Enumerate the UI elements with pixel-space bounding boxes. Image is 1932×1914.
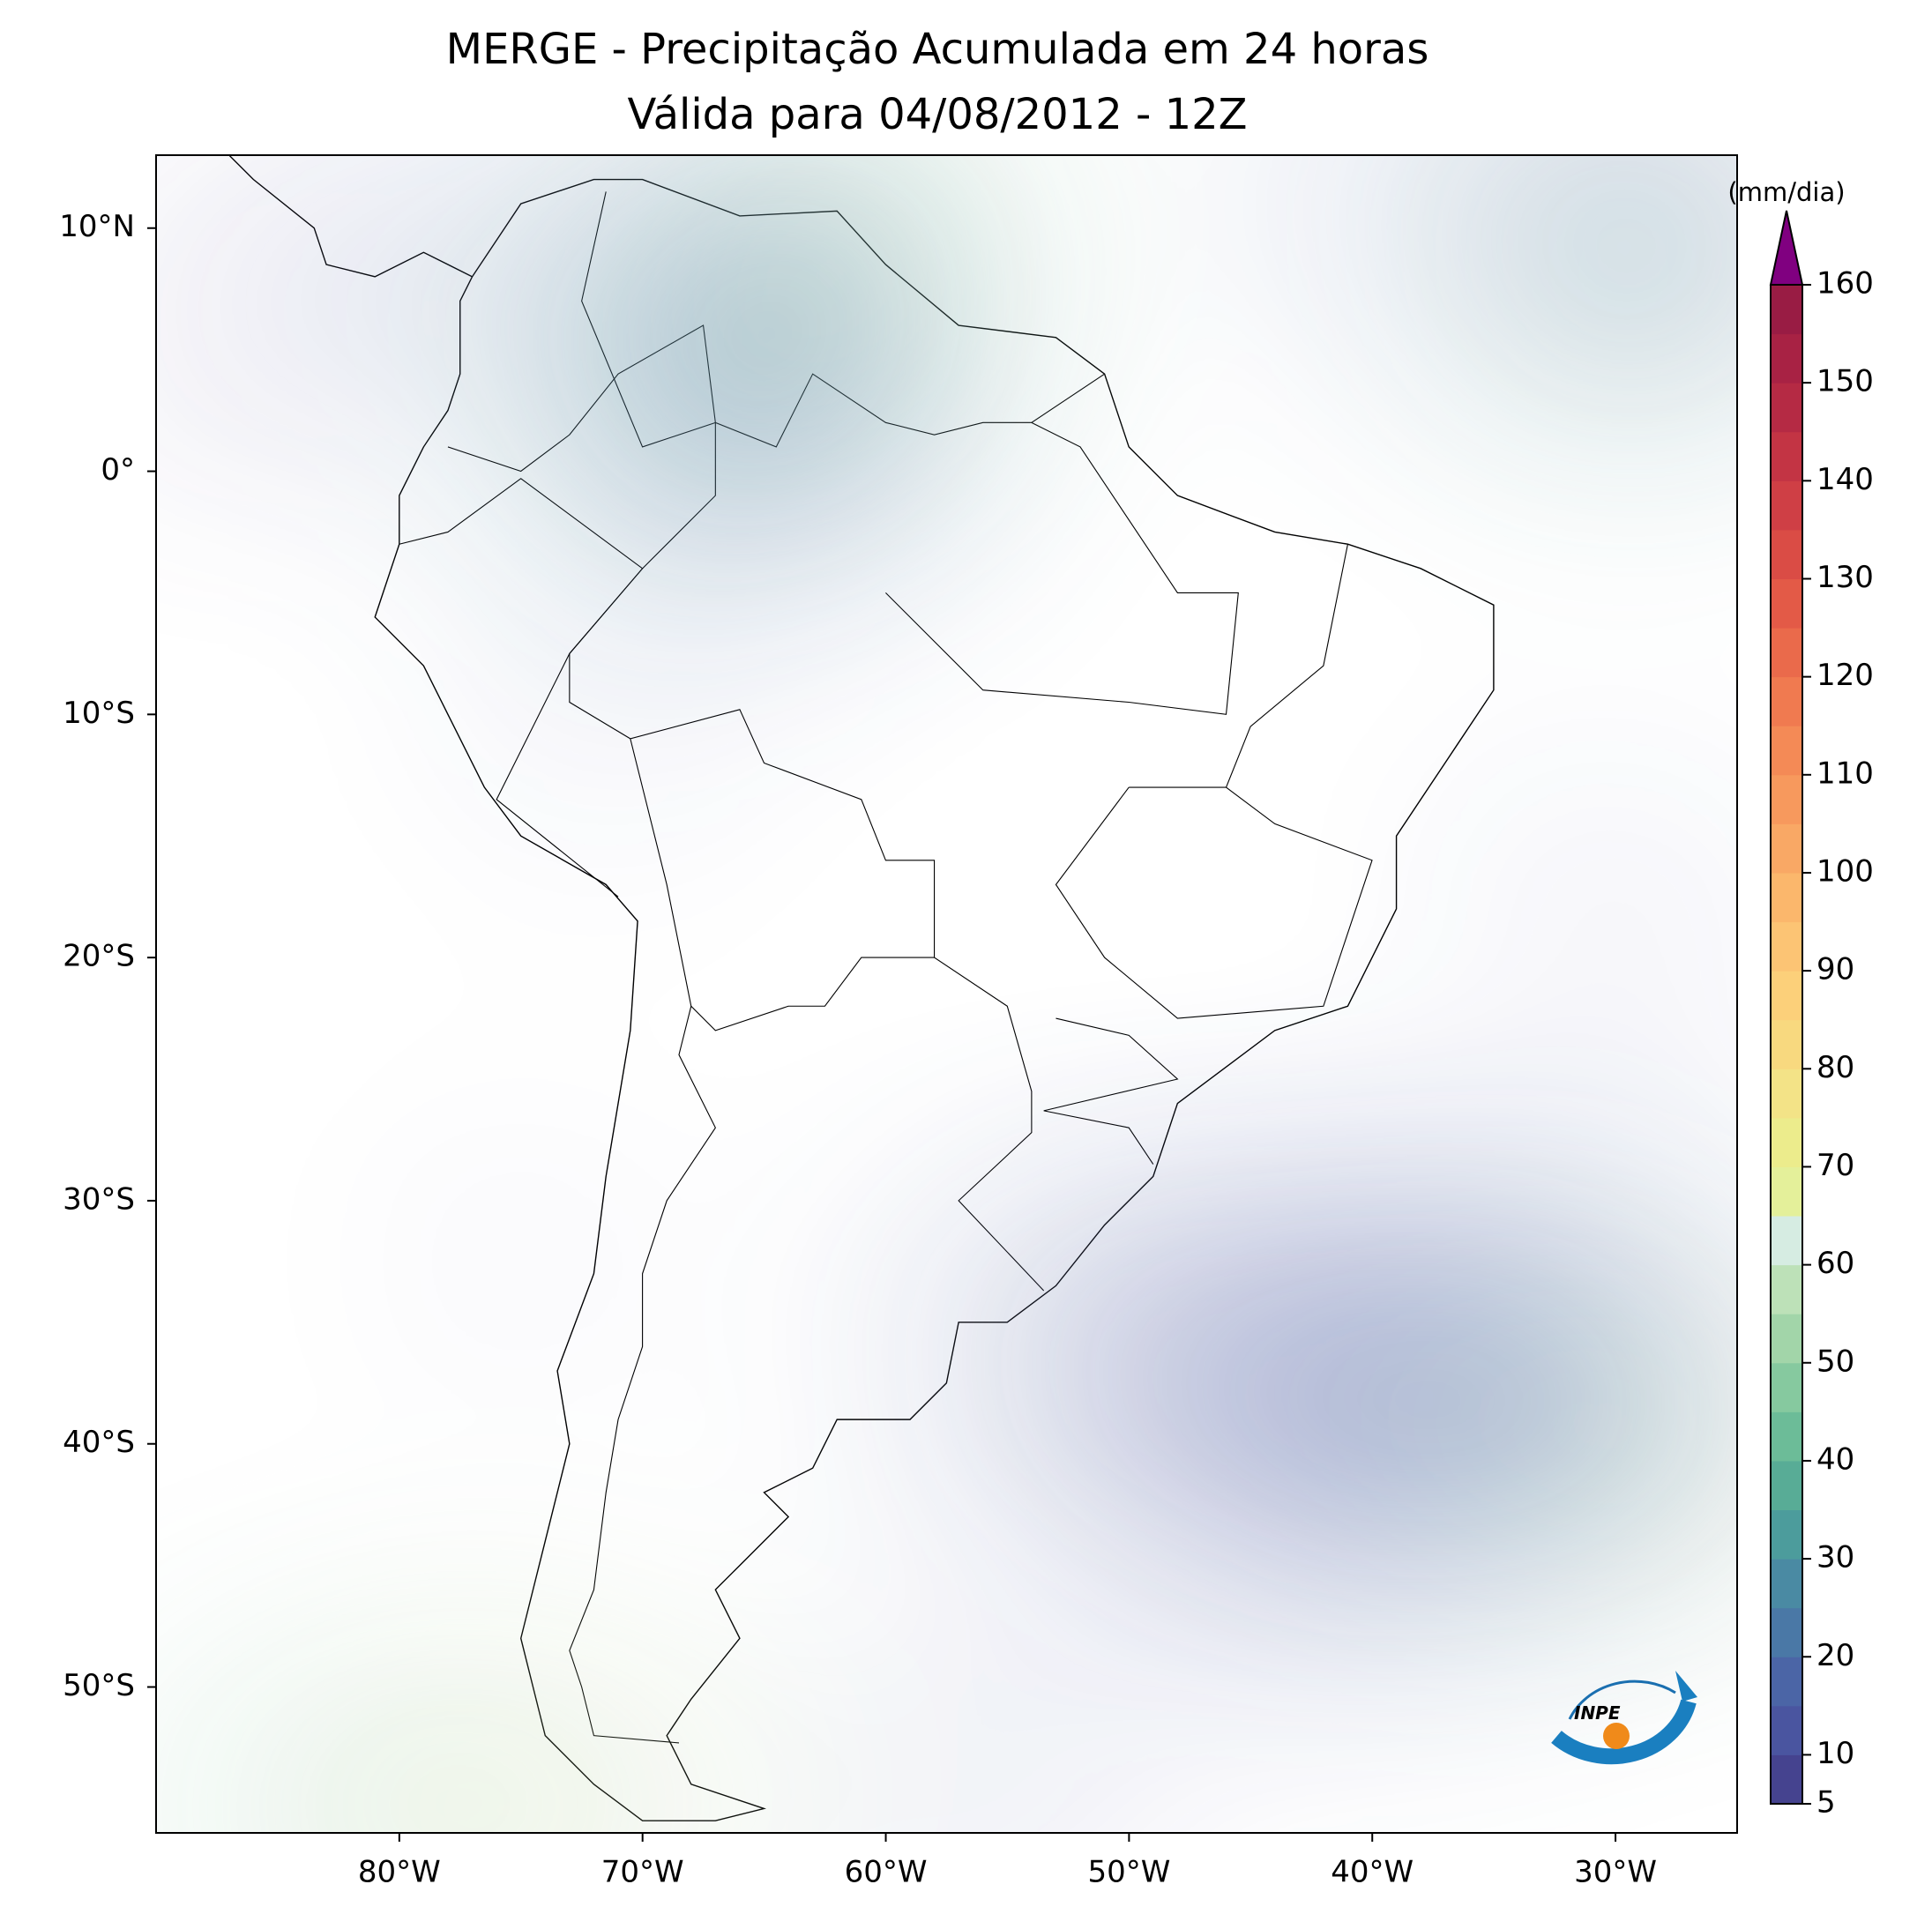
colorbar-tick-label: 50 bbox=[1816, 1344, 1854, 1379]
colorbar-band bbox=[1771, 333, 1802, 384]
colorbar-band bbox=[1771, 1362, 1802, 1412]
colorbar-frame bbox=[1770, 284, 1803, 1805]
colorbar-band bbox=[1771, 823, 1802, 874]
colorbar-band bbox=[1771, 1657, 1802, 1707]
y-tick-label: 20°S bbox=[63, 939, 135, 974]
state-border bbox=[1227, 544, 1348, 787]
geography bbox=[156, 155, 1737, 1833]
y-tick-label: 50°S bbox=[63, 1668, 135, 1703]
colorbar-band bbox=[1771, 1705, 1802, 1755]
y-tick-label: 30°S bbox=[63, 1181, 135, 1217]
subtitle: Válida para 04/08/2012 - 12Z bbox=[627, 90, 1247, 139]
country-border bbox=[570, 1006, 715, 1743]
colorbar-band bbox=[1771, 872, 1802, 923]
state-border bbox=[1056, 787, 1372, 1018]
colorbar-band bbox=[1771, 1019, 1802, 1069]
colorbar-band bbox=[1771, 676, 1802, 726]
colorbar-band bbox=[1771, 383, 1802, 433]
colorbar-tick-label: 70 bbox=[1816, 1148, 1854, 1183]
country-border bbox=[630, 739, 935, 1031]
colorbar-tick-label: 30 bbox=[1816, 1540, 1854, 1575]
colorbar-tick-label: 90 bbox=[1816, 952, 1854, 987]
colorbar-label: (mm/dia) bbox=[1727, 177, 1845, 207]
colorbar-tick-label: 130 bbox=[1816, 560, 1874, 595]
colorbar-band bbox=[1771, 1509, 1802, 1560]
colorbar-band bbox=[1771, 529, 1802, 579]
colorbar-band bbox=[1771, 774, 1802, 824]
x-tick-label: 80°W bbox=[358, 1855, 441, 1890]
colorbar-tick-label: 40 bbox=[1816, 1441, 1854, 1477]
x-tick-label: 30°W bbox=[1574, 1855, 1657, 1890]
colorbar-band bbox=[1771, 480, 1802, 531]
colorbar-extension bbox=[1769, 210, 1804, 286]
state-border bbox=[1044, 1018, 1178, 1164]
colorbar-band bbox=[1771, 1411, 1802, 1462]
colorbar-tick-label: 10 bbox=[1816, 1736, 1854, 1771]
inpe-logo: INPE bbox=[1551, 1671, 1697, 1765]
colorbar-band bbox=[1771, 431, 1802, 481]
y-tick-label: 0° bbox=[101, 452, 135, 488]
title: MERGE - Precipitação Acumulada em 24 hor… bbox=[446, 25, 1429, 74]
colorbar-band bbox=[1771, 1460, 1802, 1511]
colorbar-band bbox=[1771, 1559, 1802, 1609]
colorbar-band bbox=[1771, 578, 1802, 629]
x-tick-label: 60°W bbox=[845, 1855, 928, 1890]
y-tick-label: 40°S bbox=[63, 1425, 135, 1460]
colorbar-band bbox=[1771, 1216, 1802, 1266]
country-border bbox=[399, 479, 643, 897]
colorbar-band bbox=[1771, 285, 1802, 335]
colorbar-band bbox=[1771, 971, 1802, 1021]
map-area bbox=[156, 155, 1737, 1833]
colorbar-tick-label: 80 bbox=[1816, 1050, 1854, 1085]
colorbar-tick-label: 150 bbox=[1816, 364, 1874, 399]
colorbar-band bbox=[1771, 1314, 1802, 1364]
map-frame bbox=[155, 154, 1738, 1834]
logo-text: INPE bbox=[1574, 1702, 1621, 1724]
y-tick-label: 10°N bbox=[59, 209, 135, 244]
colorbar-tick-label: 100 bbox=[1816, 853, 1874, 889]
colorbar-band bbox=[1771, 1166, 1802, 1217]
x-tick-label: 70°W bbox=[601, 1855, 684, 1890]
south-america bbox=[375, 180, 1494, 1821]
y-tick-label: 10°S bbox=[63, 696, 135, 731]
state-border bbox=[885, 422, 1238, 714]
colorbar-band bbox=[1771, 921, 1802, 972]
colorbar-tick-label: 120 bbox=[1816, 658, 1874, 693]
x-tick-label: 50°W bbox=[1087, 1855, 1170, 1890]
colorbar-tick-label: 20 bbox=[1816, 1638, 1854, 1673]
colorbar-band bbox=[1771, 1117, 1802, 1167]
colorbar-tick-label: 60 bbox=[1816, 1246, 1854, 1281]
colorbar-band bbox=[1771, 1607, 1802, 1657]
colorbar-band bbox=[1771, 726, 1802, 776]
colorbar-band bbox=[1771, 628, 1802, 678]
colorbar-tick-label: 140 bbox=[1816, 462, 1874, 497]
precipitation-field bbox=[156, 155, 1737, 1833]
colorbar-tick-label: 160 bbox=[1816, 266, 1874, 302]
colorbar-band bbox=[1771, 1069, 1802, 1119]
colorbar-band bbox=[1771, 1264, 1802, 1314]
x-tick-label: 40°W bbox=[1331, 1855, 1414, 1890]
colorbar-tick-label: 110 bbox=[1816, 756, 1874, 791]
colorbar-tick-label: 5 bbox=[1816, 1785, 1836, 1821]
colorbar-band bbox=[1771, 1754, 1802, 1805]
